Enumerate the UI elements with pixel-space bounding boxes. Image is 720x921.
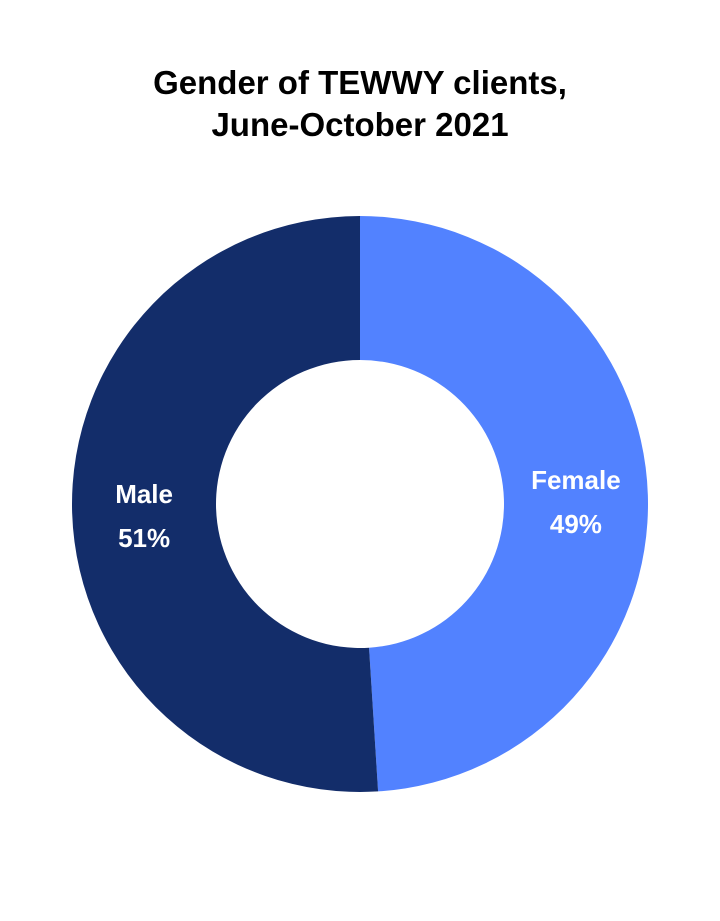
slice-value-label-female: 49% (550, 509, 602, 539)
slice-name-label-male: Male (115, 479, 173, 509)
chart-title: Gender of TEWWY clients, June-October 20… (0, 62, 720, 146)
slice-male (72, 216, 379, 792)
chart-title-line-2: June-October 2021 (211, 106, 509, 143)
slice-female (360, 216, 649, 792)
slice-value-label-male: 51% (118, 523, 170, 553)
chart-title-line-1: Gender of TEWWY clients, (153, 64, 567, 101)
slice-name-label-female: Female (531, 465, 621, 495)
